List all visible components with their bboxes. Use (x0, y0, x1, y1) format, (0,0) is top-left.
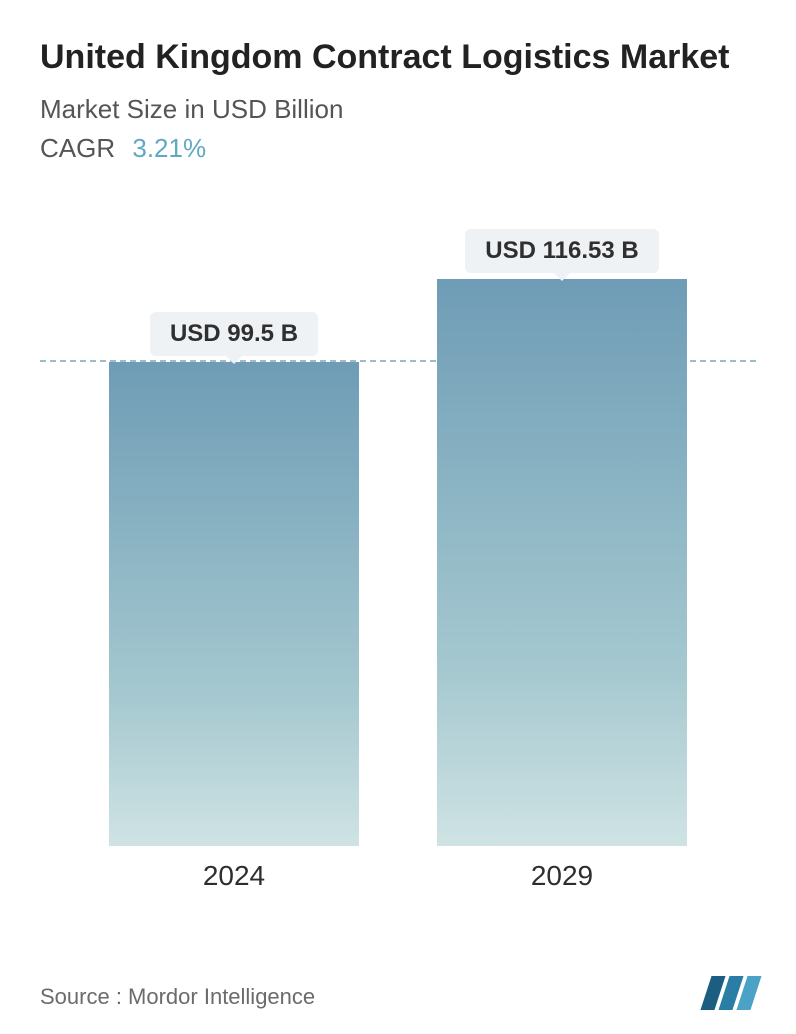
bars-group: USD 99.5 B USD 116.53 B (40, 206, 756, 846)
cagr-value: 3.21% (132, 133, 206, 163)
x-axis-labels: 2024 2029 (40, 846, 756, 892)
chart-plot-area: USD 99.5 B USD 116.53 B (40, 206, 756, 846)
bar-column-1: USD 116.53 B (432, 229, 692, 846)
chart-subtitle: Market Size in USD Billion (40, 94, 756, 125)
bar-column-0: USD 99.5 B (104, 312, 364, 846)
cagr-row: CAGR 3.21% (40, 133, 756, 164)
cagr-label: CAGR (40, 133, 115, 163)
bar-value-label-0: USD 99.5 B (150, 312, 318, 356)
chart-title: United Kingdom Contract Logistics Market (40, 36, 756, 80)
footer: Source : Mordor Intelligence (40, 968, 756, 1010)
bar-1 (437, 279, 687, 846)
bar-0 (109, 362, 359, 846)
source-text: Source : Mordor Intelligence (40, 984, 315, 1010)
brand-logo-icon (706, 976, 756, 1010)
bar-value-label-1: USD 116.53 B (465, 229, 658, 273)
chart-container: USD 99.5 B USD 116.53 B 2024 2029 (40, 206, 756, 932)
x-label-1: 2029 (432, 860, 692, 892)
x-label-0: 2024 (104, 860, 364, 892)
